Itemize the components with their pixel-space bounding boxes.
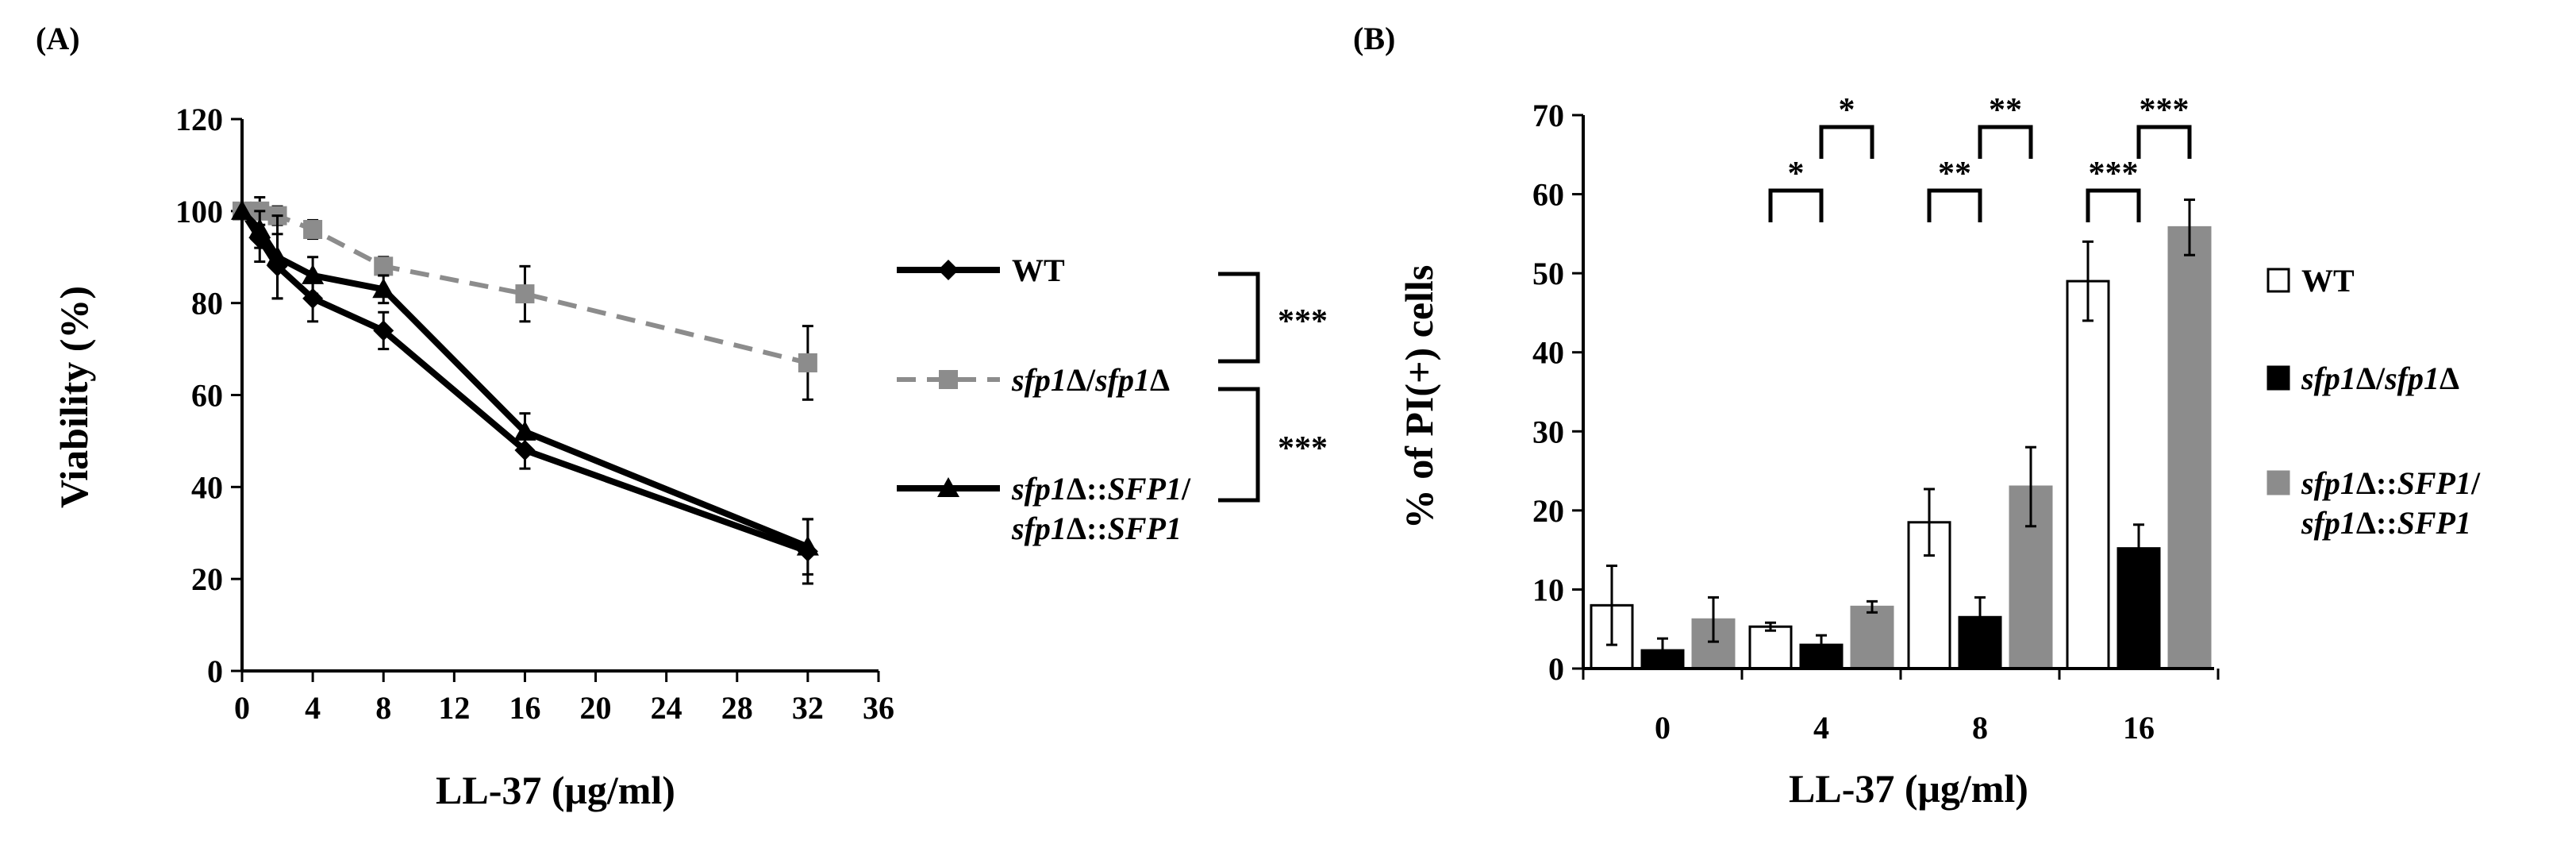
y-tick-label: 60 bbox=[191, 378, 223, 414]
data-point-comp bbox=[248, 218, 271, 238]
significance-bracket bbox=[2086, 188, 2141, 222]
panel-b-significance: ************ bbox=[1768, 92, 2192, 222]
x-tick-label: 4 bbox=[305, 690, 321, 726]
x-tick-label: 8 bbox=[1972, 710, 1988, 746]
significance-bracket bbox=[1218, 272, 1260, 364]
x-tick-label: 24 bbox=[651, 690, 682, 726]
bar-wt bbox=[1748, 625, 1793, 670]
legend-swatch-del bbox=[2266, 365, 2290, 391]
legend-marker-comp bbox=[937, 477, 959, 497]
x-tick-label: 8 bbox=[375, 690, 391, 726]
panel-a-label: (A) bbox=[36, 21, 80, 56]
y-tick-label: 0 bbox=[1548, 651, 1564, 687]
panel-a-y-ticks: 0 20 40 60 80 100 120 bbox=[175, 102, 242, 689]
panel-b-label: (B) bbox=[1353, 21, 1395, 56]
bar-comp bbox=[2167, 225, 2212, 670]
significance-bracket bbox=[1768, 188, 1824, 222]
data-point-comp bbox=[796, 535, 819, 556]
legend-swatch-comp bbox=[2266, 470, 2290, 495]
y-tick-label: 20 bbox=[191, 561, 223, 597]
y-tick-label: 80 bbox=[191, 286, 223, 322]
y-tick-label: 100 bbox=[175, 194, 223, 229]
data-point-comp bbox=[372, 278, 395, 299]
legend-marker-del bbox=[939, 370, 958, 389]
legend-label-comp: sfp1Δ::SFP1/ bbox=[1011, 471, 1191, 507]
legend-marker-wt bbox=[938, 260, 959, 280]
x-tick-label: 28 bbox=[721, 690, 753, 726]
significance-bracket bbox=[1978, 125, 2033, 159]
legend-label-wt: WT bbox=[1012, 252, 1065, 288]
y-tick-label: 20 bbox=[1532, 493, 1564, 529]
panel-a-y-axis-title: Viability (%) bbox=[52, 286, 96, 508]
data-point-del bbox=[515, 284, 535, 304]
x-tick-label: 0 bbox=[234, 690, 250, 726]
y-tick-label: 40 bbox=[191, 469, 223, 505]
x-tick-label: 36 bbox=[863, 690, 894, 726]
panel-a-x-ticks: 0 4 8 12 16 20 24 28 32 36 bbox=[234, 671, 894, 726]
legend-label-del: sfp1Δ/sfp1Δ bbox=[2301, 360, 2459, 396]
significance-label: *** bbox=[2089, 156, 2139, 192]
data-point-comp bbox=[513, 420, 536, 441]
panel-a-significance: *** *** bbox=[1218, 272, 1328, 503]
x-tick-label: 32 bbox=[792, 690, 824, 726]
y-tick-label: 0 bbox=[207, 653, 223, 689]
significance-label: ** bbox=[1989, 92, 2022, 129]
legend-label-del: sfp1Δ/sfp1Δ bbox=[1011, 362, 1170, 398]
significance-label: * bbox=[1839, 92, 1855, 129]
data-point-del bbox=[798, 353, 817, 372]
x-tick-label: 12 bbox=[438, 690, 470, 726]
panel-a-series bbox=[231, 195, 819, 585]
significance-bracket bbox=[2136, 125, 2192, 159]
panel-b-y-ticks: 0 10 20 30 40 50 60 70 bbox=[1532, 98, 1583, 687]
data-point-del bbox=[374, 256, 394, 276]
panel-a-line-chart: (A) 0 20 40 60 80 100 120 0 4 8 12 16 20 24 28 32 36 LL… bbox=[36, 21, 1328, 812]
significance-label: *** bbox=[1278, 303, 1328, 340]
legend-swatch-wt bbox=[2266, 268, 2290, 293]
significance-bracket bbox=[1218, 387, 1260, 503]
x-tick-label: 20 bbox=[580, 690, 612, 726]
y-tick-label: 70 bbox=[1532, 98, 1564, 133]
y-tick-label: 120 bbox=[175, 102, 223, 137]
panel-b-y-axis-title: % of PI(+) cells bbox=[1397, 265, 1441, 530]
x-tick-label: 4 bbox=[1813, 710, 1829, 746]
x-tick-label: 16 bbox=[2123, 710, 2155, 746]
data-point-comp bbox=[302, 264, 325, 284]
y-tick-label: 60 bbox=[1532, 177, 1564, 213]
y-tick-label: 50 bbox=[1532, 256, 1564, 291]
significance-label: *** bbox=[1278, 430, 1328, 467]
series-line-wt bbox=[239, 209, 809, 555]
legend-label-wt: WT bbox=[2301, 263, 2355, 299]
significance-label: ** bbox=[1938, 156, 1971, 192]
significance-label: * bbox=[1788, 156, 1805, 192]
y-tick-label: 30 bbox=[1532, 414, 1564, 449]
legend-label-comp: sfp1Δ::SFP1/ bbox=[2301, 465, 2481, 501]
panel-b-x-axis-title: LL-37 (μg/ml) bbox=[1789, 766, 2028, 811]
panel-b-bars bbox=[1590, 199, 2212, 670]
y-tick-label: 40 bbox=[1532, 335, 1564, 371]
data-point-del bbox=[303, 220, 323, 239]
y-tick-label: 10 bbox=[1532, 572, 1564, 607]
panel-a-x-axis-title: LL-37 (μg/ml) bbox=[436, 768, 675, 812]
data-point-wt bbox=[373, 320, 394, 341]
data-point-comp bbox=[266, 245, 289, 266]
bar-comp bbox=[1850, 605, 1894, 670]
series-line-comp bbox=[240, 209, 809, 550]
bar-wt bbox=[2066, 279, 2110, 670]
x-tick-label: 16 bbox=[509, 690, 540, 726]
significance-bracket bbox=[1819, 125, 1874, 159]
legend-label-comp-line2: sfp1Δ::SFP1 bbox=[2301, 505, 2471, 541]
legend-label-comp-line2: sfp1Δ::SFP1 bbox=[1011, 511, 1182, 546]
x-tick-label: 0 bbox=[1655, 710, 1671, 746]
significance-label: *** bbox=[2140, 92, 2190, 129]
panel-b-x-ticks: 0 4 8 16 bbox=[1582, 669, 2220, 746]
significance-bracket bbox=[1927, 188, 1982, 222]
